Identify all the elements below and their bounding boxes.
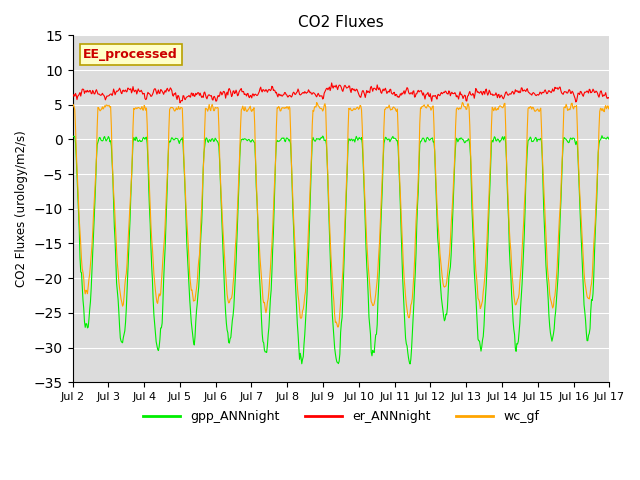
Legend: gpp_ANNnight, er_ANNnight, wc_gf: gpp_ANNnight, er_ANNnight, wc_gf [138,405,544,428]
Text: EE_processed: EE_processed [83,48,178,61]
Title: CO2 Fluxes: CO2 Fluxes [298,15,384,30]
Y-axis label: CO2 Fluxes (urology/m2/s): CO2 Fluxes (urology/m2/s) [15,131,28,287]
